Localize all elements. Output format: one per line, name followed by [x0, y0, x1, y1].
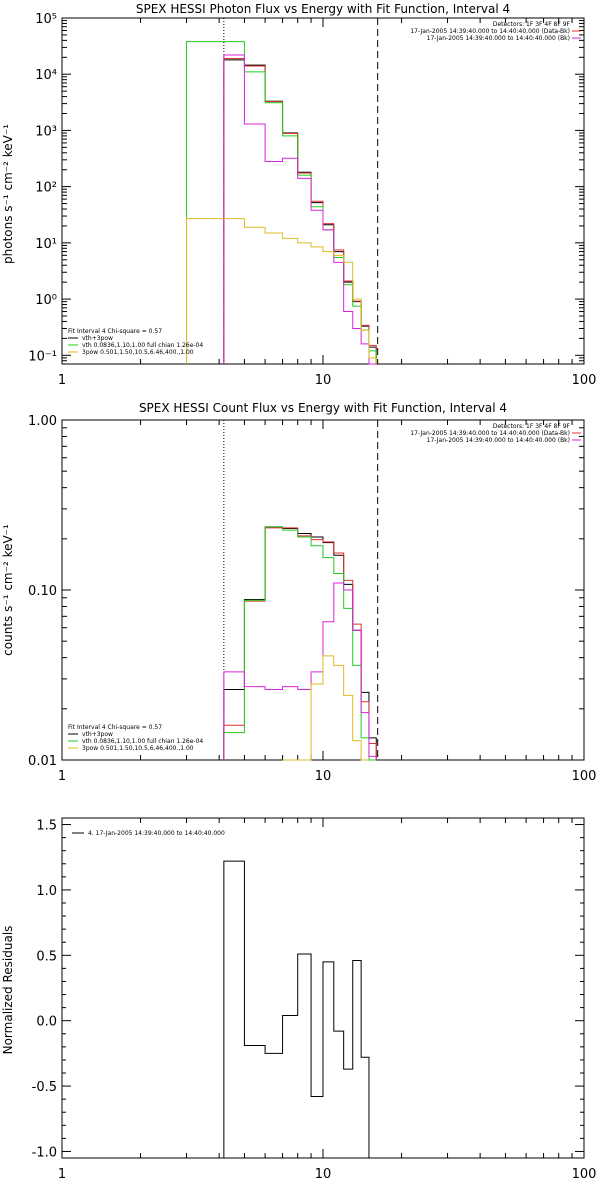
series-line-4 [186, 218, 377, 364]
legend-left-title: Fit Interval 4 Chi-square = 0.57 [68, 724, 162, 731]
y-tick-label: 10² [35, 181, 57, 196]
legend-left-title: Fit Interval 4 Chi-square = 0.57 [68, 328, 162, 335]
legend-left-entry: 3pow 0.501,1.50,10.5,6.46,400.,1.00 [82, 745, 194, 752]
count-flux-panel: SPEX HESSI Count Flux vs Energy with Fit… [1, 401, 596, 784]
y-tick-label: 10⁻¹ [28, 349, 57, 364]
y-tick-label: 10⁴ [35, 68, 57, 83]
x-tick-label: 100 [572, 769, 597, 784]
legend-left-entry: vth 0.0836,1.10,1.00 full chian 1.26e-04 [82, 738, 203, 745]
legend-right-entry: 17-Jan-2005 14:39:40.000 to 14:40:40.000… [427, 35, 570, 42]
legend-left-entry: vth+3pow [82, 335, 113, 342]
residuals-panel: Normalized Residuals 1 10 100 -1.0 -0.5 0.0 0.… [1, 817, 597, 1182]
x-tick-label: 10 [315, 1167, 332, 1182]
residuals-plot-area: 1 10 100 -1.0 -0.5 0.0 0.5 1.0 1.5 4. 17-Jan-2005… [32, 817, 597, 1182]
plot-frame [61, 17, 585, 365]
series-line-3 [223, 582, 377, 760]
series-line-1 [223, 527, 377, 760]
residuals-panel-ylabel: Normalized Residuals [1, 926, 15, 1055]
plot-frame [61, 419, 585, 761]
y-tick-label: 10⁰ [35, 293, 57, 308]
series-line-2 [223, 526, 377, 761]
y-tick-label: 1.5 [36, 819, 57, 834]
series-line-3 [223, 54, 377, 365]
legend-left-entry: vth 0.0836,1.10,1.00 full chian 1.26e-04 [82, 342, 203, 349]
photon-panel-title: SPEX HESSI Photon Flux vs Energy with Fi… [136, 2, 510, 16]
x-tick-label: 10 [315, 769, 332, 784]
legend-left-entry: 3pow 0.501,1.50,10.5,6.46,400.,1.00 [82, 349, 194, 356]
y-tick-label: 0.5 [36, 949, 57, 964]
series-line-1 [223, 58, 377, 364]
legend-right-entry: 17-Jan-2005 14:39:40.000 to 14:40:40.000… [427, 437, 570, 444]
legend-right-entry: 17-Jan-2005 14:39:40.000 to 14:40:40.000… [410, 28, 570, 35]
count-panel-ylabel: counts s⁻¹ cm⁻² keV⁻¹ [1, 524, 15, 656]
y-tick-label: -1.0 [32, 1145, 57, 1160]
series-line-0 [223, 526, 377, 760]
y-tick-label: 0.10 [28, 584, 57, 599]
y-tick-label: -0.5 [32, 1080, 57, 1095]
y-tick-label: 0.0 [36, 1015, 57, 1030]
y-tick-label: 10³ [35, 124, 57, 139]
x-tick-label: 10 [315, 373, 332, 388]
x-tick-label: 100 [572, 1167, 597, 1182]
series-line-4 [282, 655, 369, 761]
photon-flux-panel: SPEX HESSI Photon Flux vs Energy with Fi… [1, 2, 596, 388]
y-tick-label: 10¹ [35, 237, 57, 252]
legend-right-entry: Detectors: 1F 3F 4F 8F 9F [493, 21, 571, 28]
x-tick-label: 1 [58, 1167, 66, 1182]
legend-left-entry: vth+3pow [82, 731, 113, 738]
y-tick-label: 10⁵ [35, 12, 57, 27]
photon-plot-area: 1 10 100 10⁻¹ 10⁰ 10¹ 10² 10³ 10⁴ 10⁵ Detectors: 1… [28, 12, 596, 388]
count-panel-title: SPEX HESSI Count Flux vs Energy with Fit… [139, 401, 507, 415]
series-line-0 [223, 860, 378, 1159]
x-tick-label: 1 [58, 769, 66, 784]
y-tick-label: 0.01 [28, 754, 57, 769]
y-tick-label: 1.00 [28, 414, 57, 429]
photon-panel-ylabel: photons s⁻¹ cm⁻² keV⁻¹ [1, 124, 15, 264]
legend-right-entry: Detectors: 1F 3F 4F 8F 9F [493, 423, 571, 430]
count-plot-area: 1 10 100 0.01 0.10 1.00 Detectors: 1F 3F 4F 8F… [28, 414, 596, 784]
y-tick-label: 1.0 [36, 884, 57, 899]
series-line-2 [186, 41, 377, 364]
x-tick-label: 1 [58, 373, 66, 388]
series-line-0 [223, 59, 377, 364]
legend-right-entry: 17-Jan-2005 14:39:40.000 to 14:40:40.000… [410, 430, 570, 437]
x-tick-label: 100 [572, 373, 597, 388]
legend-left-entry: 4. 17-Jan-2005 14:39:40.000 to 14:40:40.… [88, 830, 225, 837]
